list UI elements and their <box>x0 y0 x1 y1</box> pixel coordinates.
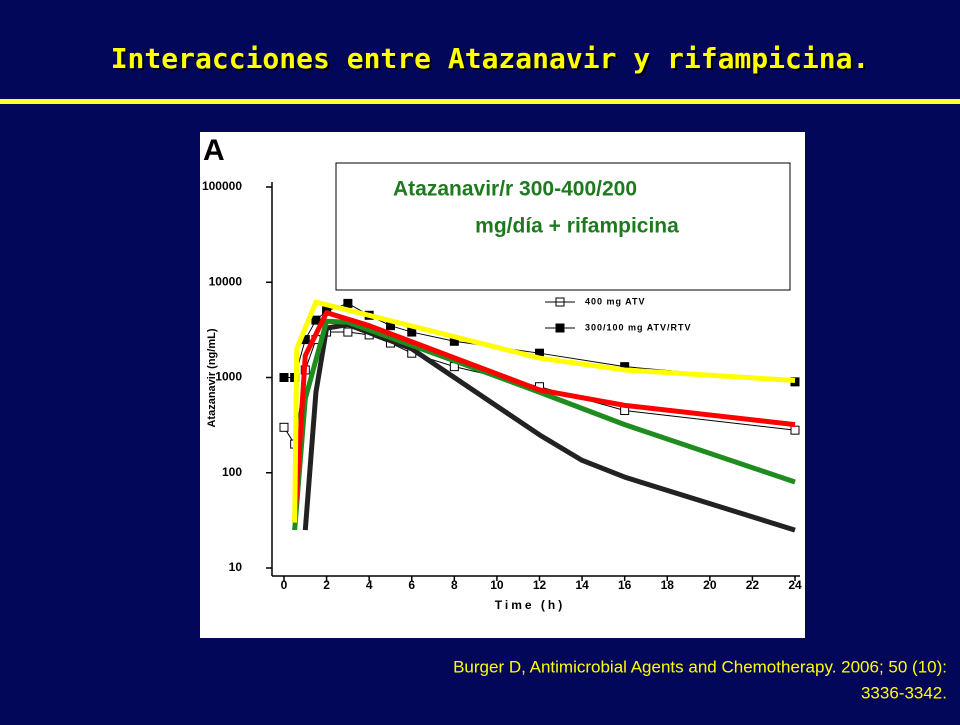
data-point <box>790 425 800 435</box>
title: Interacciones entre Atazanavir y rifampi… <box>111 42 870 75</box>
x-tick-label: 10 <box>490 578 504 592</box>
annotation-line: Atazanavir/r 300-400/200 <box>393 178 637 201</box>
data-point <box>343 327 353 337</box>
y-axis-label: Atazanavir (ng/mL) <box>206 328 218 427</box>
fitted-line <box>302 322 796 533</box>
y-tick-label: 10 <box>229 560 243 574</box>
y-tick-label: 100 <box>222 465 242 479</box>
data-point <box>343 298 353 308</box>
x-tick-label: 0 <box>281 578 288 592</box>
annotation-box <box>335 162 791 291</box>
title-rule <box>0 99 960 104</box>
legend-label: 400 mg ATV <box>585 296 646 306</box>
x-tick-label: 4 <box>366 578 373 592</box>
data-point <box>279 373 289 382</box>
x-axis-label: Time (h) <box>495 598 565 612</box>
x-tick-label: 12 <box>533 578 547 592</box>
source: 3336-3342. <box>861 683 947 702</box>
x-tick-label: 2 <box>323 578 330 592</box>
x-tick-label: 22 <box>746 578 760 592</box>
x-tick-label: 8 <box>451 578 458 592</box>
fitted-line <box>292 299 796 523</box>
data-point <box>279 422 289 432</box>
x-tick-label: 16 <box>618 578 632 592</box>
x-tick-label: 24 <box>788 578 802 592</box>
title-shadow: Interacciones entre Atazanavir y rifampi… <box>113 44 872 77</box>
fitted-line <box>292 318 796 531</box>
x-tick-label: 20 <box>703 578 717 592</box>
panel-label: A <box>203 134 225 167</box>
fitted-line <box>292 310 796 523</box>
x-tick-label: 14 <box>575 578 589 592</box>
source: Burger D, Antimicrobial Agents and Chemo… <box>453 657 947 676</box>
data-point <box>311 315 321 325</box>
x-tick-label: 18 <box>661 578 675 592</box>
y-tick-label: 10000 <box>209 274 243 288</box>
x-tick-label: 6 <box>408 578 415 592</box>
annotation-line: mg/día + rifampicina <box>475 215 679 238</box>
y-tick-label: 100000 <box>202 179 242 193</box>
y-tick-label: 1000 <box>215 370 242 384</box>
legend-label: 300/100 mg ATV/RTV <box>585 322 692 332</box>
